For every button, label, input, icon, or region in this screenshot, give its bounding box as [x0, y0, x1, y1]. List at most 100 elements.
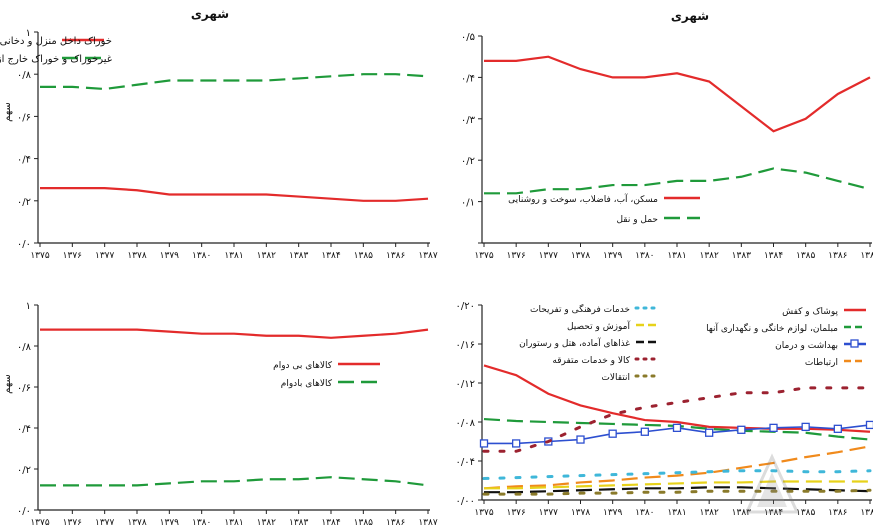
legend-label: مبلمان، لوازم خانگی و نگهداری آنها [706, 322, 838, 334]
series-2 [40, 477, 428, 485]
x-tick-label: ۱۳۸۲ [699, 508, 719, 518]
y-tick-label: ۰/۳ [461, 115, 476, 126]
x-tick-label: ۱۳۷۷ [539, 251, 559, 261]
x-tick-label: ۱۳۷۵ [30, 251, 50, 261]
y-tick-label: ۰/۵ [461, 32, 475, 43]
x-tick-label: ۱۳۷۷ [95, 251, 115, 261]
series-line [40, 74, 428, 89]
y-tick-label: ۰/۴ [17, 155, 31, 166]
legend-label: مسکن، آب، فاضلاب، سوخت و روشنایی [508, 193, 658, 205]
legend-label: آموزش و تحصیل [567, 320, 631, 332]
legend-label: ارتباطات [805, 358, 838, 368]
legend-label: غیرخوراک و خوراک خارج از منزل [0, 54, 112, 65]
x-tick-label: ۱۳۸۶ [386, 518, 406, 527]
x-tick-label: ۱۳۸۰ [635, 508, 654, 518]
y-tick-label: ۰/۲ [17, 197, 31, 208]
y-tick-label: ۰/۸ [17, 70, 32, 81]
x-tick-label: ۱۳۸۶ [386, 251, 406, 261]
data-point [770, 424, 777, 431]
x-tick-label: ۱۳۷۹ [603, 508, 623, 518]
legend-label: حمل و نقل [616, 215, 658, 225]
x-tick-label: ۱۳۸۵ [354, 251, 374, 261]
chart-title: شهری [191, 7, 229, 21]
x-tick-label: ۱۳۷۵ [30, 518, 50, 527]
x-tick-label: ۱۳۸۵ [354, 518, 374, 527]
legend-marker [851, 340, 858, 347]
x-tick-label: ۱۳۷۶ [506, 508, 526, 518]
x-tick-label: ۱۳۸۷ [418, 251, 438, 261]
legend-label: پوشاک و کفش [782, 306, 838, 317]
x-tick-label: ۱۳۷۹ [160, 251, 180, 261]
x-tick-label: ۱۳۸۳ [732, 251, 752, 261]
y-tick-label: ۰/۸ [17, 342, 32, 353]
x-tick-label: ۱۳۸۰ [192, 251, 211, 261]
legend-label: بهداشت و درمان [775, 341, 838, 351]
data-point [802, 423, 809, 430]
x-tick-label: ۱۳۷۷ [95, 518, 115, 527]
series-line [40, 477, 428, 485]
y-axis-label: سهم [2, 374, 13, 394]
x-tick-label: ۱۳۷۶ [506, 251, 526, 261]
data-point [706, 429, 713, 436]
x-tick-label: ۱۳۸۶ [828, 508, 848, 518]
legend-label: خدمات فرهنگی و تفریحات [530, 303, 630, 315]
series-line [40, 188, 428, 201]
x-tick-label: ۱۳۸۴ [764, 251, 784, 261]
y-tick-label: ۰/۰ [17, 506, 31, 517]
data-point [609, 430, 616, 437]
chart-title: شهری [671, 9, 709, 23]
legend-label: کالاهای بی دوام [273, 361, 333, 371]
x-tick-label: ۱۳۸۲ [257, 251, 277, 261]
x-tick-label: ۱۳۸۳ [289, 518, 309, 527]
x-tick-label: ۱۳۸۲ [257, 518, 277, 527]
legend-label: کالاهای بادوام [281, 379, 333, 389]
x-tick-label: ۱۳۷۹ [160, 518, 180, 527]
x-tick-label: ۱۳۷۶ [63, 251, 83, 261]
x-tick-label: ۱۳۷۵ [474, 251, 494, 261]
x-tick-label: ۱۳۷۵ [474, 508, 494, 518]
data-point [641, 428, 648, 435]
x-tick-label: ۱۳۸۵ [796, 251, 816, 261]
x-tick-label: ۱۳۸۶ [828, 251, 848, 261]
x-tick-label: ۱۳۸۰ [635, 251, 654, 261]
series-line [484, 168, 870, 193]
data-point [867, 421, 873, 428]
x-tick-label: ۱۳۸۰ [192, 518, 211, 527]
x-tick-label: ۱۳۸۱ [224, 251, 243, 261]
y-tick-label: ۰/۰۰ [456, 496, 475, 507]
series-2 [40, 74, 428, 89]
y-tick-label: ۰/۰ [17, 239, 31, 250]
x-tick-label: ۱۳۷۸ [127, 518, 147, 527]
legend-label: غذاهای آماده، هتل و رستوران [519, 337, 630, 349]
legend-label: انتقالات [601, 373, 630, 383]
data-point [738, 426, 745, 433]
chart-4-legend: پوشاک و کفش مبلمان، لوازم خانگی و نگهداری… [519, 303, 866, 383]
x-tick-label: ۱۳۸۷ [860, 508, 873, 518]
series-2 [484, 168, 870, 193]
series-1 [40, 330, 428, 338]
y-tick-label: ۰/۰۴ [456, 457, 475, 468]
x-tick-label: ۱۳۷۹ [603, 251, 623, 261]
y-tick-label: ۰/۴ [461, 73, 475, 84]
data-point [513, 440, 520, 447]
x-tick-label: ۱۳۸۴ [321, 251, 341, 261]
y-tick-label: ۰/۲ [17, 465, 31, 476]
watermark-icon [742, 452, 802, 522]
y-tick-label: ۰/۶ [17, 383, 31, 394]
y-tick-label: ۰/۲ [461, 156, 475, 167]
x-tick-label: ۱۳۷۸ [571, 508, 591, 518]
y-tick-label: ۰/۱ [461, 198, 475, 209]
x-tick-label: ۱۳۷۸ [127, 251, 147, 261]
series-1 [484, 57, 870, 132]
y-tick-label: ۰/۲۰ [456, 301, 475, 312]
data-point [834, 425, 841, 432]
y-tick-label: ۰/۴ [17, 424, 31, 435]
y-tick-label: ۰/۶ [17, 112, 31, 123]
x-tick-label: ۱۳۸۷ [860, 251, 873, 261]
series-line [40, 330, 428, 338]
y-axis-label: سهم [2, 102, 13, 122]
x-tick-label: ۱۳۸۷ [418, 518, 438, 527]
